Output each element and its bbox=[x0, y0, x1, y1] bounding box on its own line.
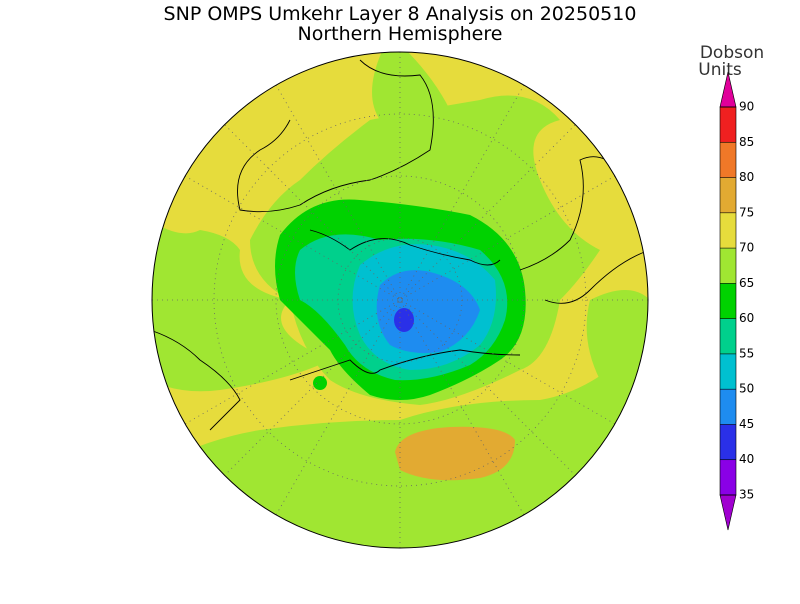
colorbar-tick-label: 40 bbox=[739, 452, 754, 466]
colorbar-swatch bbox=[720, 424, 736, 460]
colorbar-tick-label: 60 bbox=[739, 311, 754, 325]
colorbar-tick-label: 70 bbox=[739, 241, 754, 255]
colorbar-tick-label: 55 bbox=[739, 346, 754, 360]
map-disk bbox=[152, 52, 648, 548]
title: SNP OMPS Umkehr Layer 8 Analysis on 2025… bbox=[164, 3, 637, 25]
colorbar-tick-label: 85 bbox=[739, 135, 754, 149]
colorbar-tick-label: 75 bbox=[739, 205, 754, 219]
colorbar-swatch bbox=[720, 107, 736, 143]
field-65-70 bbox=[152, 330, 648, 548]
colorbar-label: Dobson bbox=[700, 43, 764, 63]
colorbar-tick-label: 50 bbox=[739, 382, 754, 396]
colorbar-tick-label: 45 bbox=[739, 417, 754, 431]
colorbar-swatch bbox=[720, 248, 736, 284]
colorbar-swatch bbox=[720, 318, 736, 354]
field-40-45 bbox=[394, 308, 414, 332]
colorbar-tick-label: 90 bbox=[739, 100, 754, 114]
graticule bbox=[152, 52, 648, 548]
colorbar-swatch bbox=[720, 459, 736, 495]
colorbar-tick-label: 35 bbox=[739, 488, 754, 502]
colorbar-under bbox=[719, 494, 737, 531]
field-65-70 bbox=[152, 220, 330, 392]
colorbar-swatch bbox=[720, 177, 736, 213]
colorbar-swatch bbox=[720, 283, 736, 319]
colorbar-tick-label: 65 bbox=[739, 276, 754, 290]
field-65-70 bbox=[371, 52, 450, 124]
colorbar-swatch bbox=[720, 389, 736, 425]
colorbar-swatch bbox=[720, 142, 736, 178]
colorbar-tick-label: 80 bbox=[739, 170, 754, 184]
field-75-80 bbox=[395, 426, 515, 481]
colorbar-label: Units bbox=[698, 60, 742, 80]
colorbar-swatch bbox=[720, 212, 736, 249]
colorbar-swatch bbox=[720, 353, 736, 390]
subtitle: Northern Hemisphere bbox=[298, 23, 503, 45]
colorbar: 35 40 45 50 55 60 65 70 75 80 85 90 bbox=[719, 71, 754, 531]
field-45-50 bbox=[376, 270, 480, 354]
map-border bbox=[151, 51, 649, 549]
field-60-65 bbox=[313, 376, 327, 390]
